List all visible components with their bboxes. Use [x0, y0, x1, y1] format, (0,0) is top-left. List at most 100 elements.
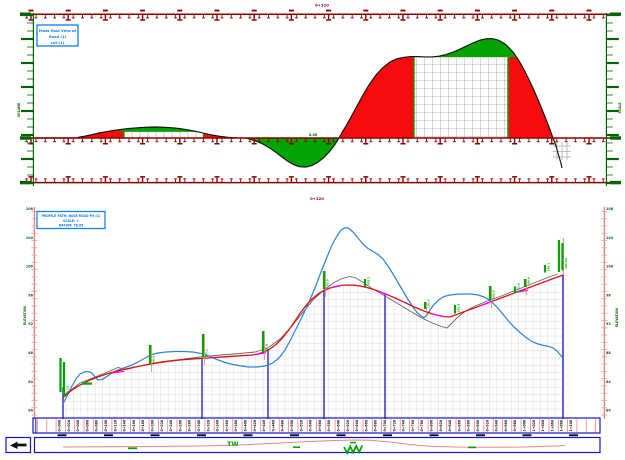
station-label: 0+780 [420, 419, 424, 431]
mass-haul-balance-line-label: 0.00 [309, 133, 318, 137]
station-label: 0+500 [290, 419, 294, 431]
mass-haul-area-fills [35, 38, 571, 169]
svg-text:104.4: 104.4 [527, 277, 531, 286]
station-label: 0+880 [467, 419, 471, 431]
station-label: 0+460 [271, 419, 275, 431]
station-label: 0+260 [178, 419, 182, 431]
profile-view-body: 0+000.0082.1096.497.197.8103.9103.2101.5… [59, 226, 568, 419]
elevation-label: 84 [606, 380, 611, 384]
svg-text:101.5: 101.5 [427, 299, 431, 308]
profile-flag: 82.10 [62, 362, 70, 396]
major-station-dash [290, 434, 299, 437]
profile-flag: 101.5 [423, 299, 431, 317]
elevation-label: 108 [606, 207, 614, 211]
profile-flag: 97.1 [201, 334, 209, 365]
profile-flag: 97.8 [261, 331, 269, 360]
profile-flag: 103.0 [488, 286, 496, 308]
elevation-label: 108 [26, 207, 34, 211]
mass-haul-top-station-label: 0+320 [315, 3, 329, 8]
profile-flag: 96.4 [148, 345, 156, 372]
station-label: 0+800 [430, 419, 434, 431]
major-station-dash [336, 434, 346, 437]
station-label: 0+920 [485, 419, 489, 431]
mass-haul-box-line1: Mass Haul View of [39, 29, 76, 33]
station-label: 0+760 [411, 419, 415, 431]
svg-text:82.10: 82.10 [66, 386, 70, 395]
mass-haul-right-axis-label: SCALE [618, 103, 622, 114]
svg-text:97.1: 97.1 [205, 349, 209, 356]
station-label: 0+640 [355, 419, 359, 431]
profile-flag: 105.90 [561, 243, 568, 270]
profile-right-axis-label: ELEVATION [615, 308, 619, 327]
footer-tw-label: TW [227, 440, 239, 448]
station-label: 0+940 [495, 419, 499, 431]
station-label: 0+400 [244, 419, 248, 431]
station-label: 1+060 [550, 419, 554, 431]
mass-haul-box-line3: cut-(1) [51, 41, 65, 45]
major-station-dash [104, 434, 113, 437]
major-station-dash [243, 434, 253, 437]
station-label: 1+100 [569, 419, 573, 431]
station-label: 1+020 [532, 419, 536, 431]
station-label: 0+480 [281, 419, 285, 431]
station-label: 0+240 [169, 419, 173, 431]
station-label: 0+060 [85, 419, 89, 431]
station-label: 0+340 [216, 419, 220, 431]
station-label: 0+660 [364, 419, 368, 431]
station-label: 0+220 [160, 419, 164, 431]
major-station-dash [150, 434, 160, 437]
station-label: 0+900 [476, 419, 480, 431]
elevation-label: 92 [606, 322, 611, 326]
major-station-dash [197, 434, 206, 437]
footer-band: TW [5, 436, 601, 456]
footer-strip-box [33, 436, 601, 454]
mass-haul-box-line2: Road (1) [49, 35, 67, 39]
profile-label-box: PROFILE PATH: BASE ROAD PV (1) SCALE: + … [36, 210, 106, 230]
mass-haul-rulers [20, 9, 621, 186]
major-station-dash [522, 434, 532, 437]
elevation-label: 104 [26, 236, 34, 240]
station-label: 0+140 [123, 419, 127, 431]
svg-text:96.4: 96.4 [152, 356, 156, 363]
station-label: 0+040 [76, 419, 80, 431]
station-label: 0+600 [337, 419, 341, 431]
elevation-label: 92 [28, 322, 33, 326]
svg-text:103.6: 103.6 [517, 283, 521, 292]
footer-legend-glyph [10, 441, 18, 449]
station-label: 0+360 [225, 419, 229, 431]
station-label: 0+380 [234, 419, 238, 431]
station-label: 0+680 [374, 419, 378, 431]
profile-flag [82, 382, 92, 385]
elevation-label: 96 [28, 293, 33, 297]
station-label: 0+580 [327, 419, 331, 431]
station-label: 0+300 [197, 419, 201, 431]
svg-text:103.9: 103.9 [326, 279, 330, 288]
station-label: 0+320 [206, 419, 210, 431]
station-label: 0+200 [151, 419, 155, 431]
major-station-dash [569, 434, 578, 437]
elevation-label: 104 [606, 236, 614, 240]
station-band: 0+000 0+020 0+040 0+060 0+080 0+100 0+120 0+140… [32, 417, 601, 437]
elevation-label: 80 [28, 409, 33, 413]
profile-flag: 105.2 [543, 263, 551, 273]
profile-box-line2: SCALE: + [63, 219, 79, 223]
station-label: 1+000 [523, 419, 527, 431]
station-label: 0+720 [392, 419, 396, 431]
major-station-dash [429, 434, 439, 437]
station-label: 0+000 [58, 419, 62, 431]
station-label: 0+820 [439, 419, 443, 431]
mass-haul-bottom-station-label: 0+320 [310, 196, 324, 201]
major-station-dash [57, 434, 67, 437]
station-label: 1+040 [541, 419, 545, 431]
station-label: 0+520 [299, 419, 303, 431]
svg-text:97.8: 97.8 [265, 344, 269, 351]
station-label: 0+860 [457, 419, 461, 431]
profile-flag: 103.9 [322, 271, 330, 297]
station-label: 0+020 [67, 419, 71, 431]
station-label: 0+620 [346, 419, 350, 431]
profile-left-axis-label: ELEVATION [23, 306, 27, 325]
svg-text:103.2: 103.2 [367, 277, 371, 286]
station-label: 0+100 [104, 419, 108, 431]
profile-flag: 103.2 [363, 277, 371, 287]
